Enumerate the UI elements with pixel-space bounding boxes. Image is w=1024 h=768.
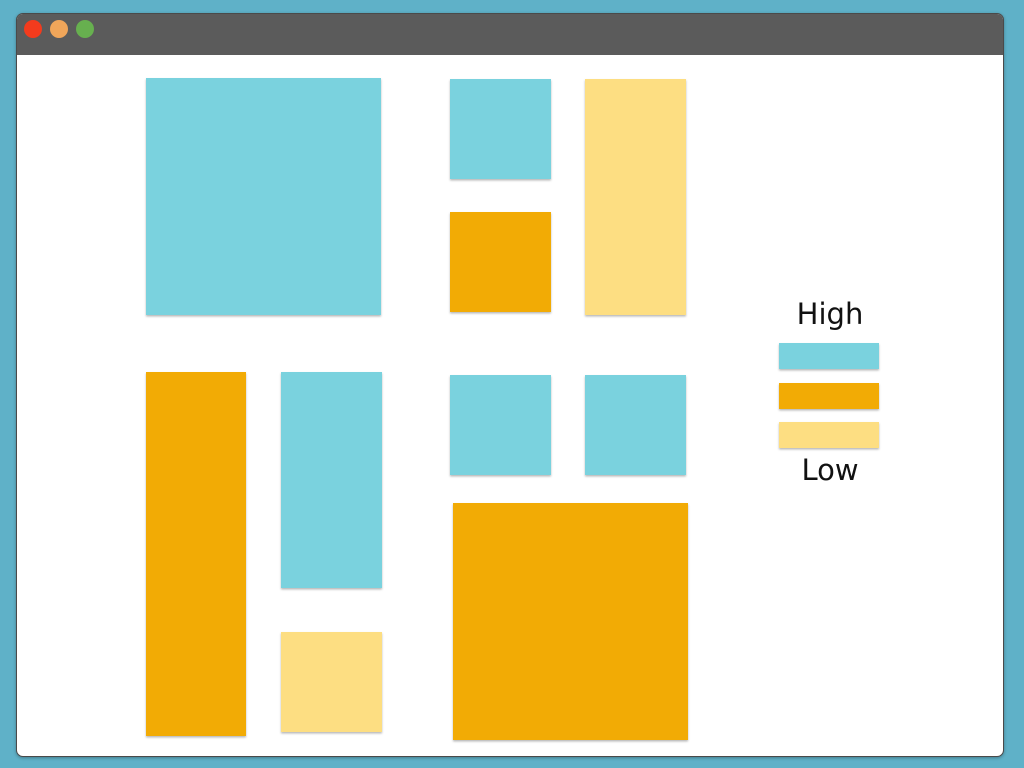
legend-swatch-high	[779, 343, 879, 369]
legend-low-label: Low	[801, 453, 859, 487]
tile-c	[450, 212, 551, 312]
tile-j	[453, 503, 688, 740]
minimize-window-button[interactable]	[50, 20, 68, 38]
tile-i	[585, 375, 686, 475]
maximize-window-button[interactable]	[76, 20, 94, 38]
close-window-button[interactable]	[24, 20, 42, 38]
legend-swatch-mid	[779, 383, 879, 409]
tile-b	[450, 79, 551, 179]
tile-d	[585, 79, 686, 315]
app-window: High Low	[16, 13, 1004, 757]
legend-swatch-low	[779, 422, 879, 448]
tile-f	[281, 372, 382, 588]
tile-a	[146, 78, 381, 315]
tile-h	[450, 375, 551, 475]
legend-high-label: High	[796, 297, 864, 331]
tile-g	[281, 632, 382, 732]
tile-e	[146, 372, 246, 736]
title-bar	[17, 14, 1003, 55]
